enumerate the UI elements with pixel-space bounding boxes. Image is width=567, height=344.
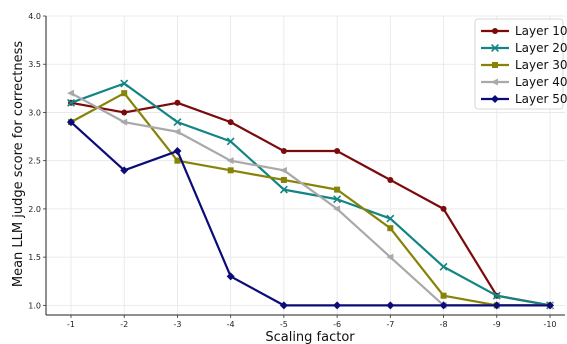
x-tick-label: -10	[543, 320, 556, 329]
legend-label-layer-20: Layer 20	[515, 41, 567, 55]
y-tick-label: 2.5	[28, 157, 41, 166]
data-point-layer-30	[334, 186, 341, 193]
legend-label-layer-30: Layer 30	[515, 58, 567, 72]
data-point-layer-20	[120, 79, 129, 88]
x-tick-label: -9	[493, 320, 501, 329]
y-tick-label: 3.0	[28, 108, 41, 117]
data-point-layer-20	[279, 185, 288, 194]
data-point-layer-50	[386, 301, 395, 310]
data-point-layer-20-stroke-b	[67, 98, 75, 107]
y-tick-label: 1.5	[28, 253, 41, 262]
legend-marker-layer-40	[491, 78, 498, 86]
x-ticks: -1 -2 -3 -4 -5 -6 -7 -8 -9 -10	[67, 315, 557, 329]
data-point-layer-10	[440, 205, 447, 212]
data-point-layer-20-stroke-b	[120, 79, 129, 88]
y-ticks: 1.0 1.5 2.0 2.5 3.0 3.5 4.0	[28, 12, 46, 310]
legend: Layer 10 Layer 20 Layer 30 Layer 40 Layer 50	[474, 18, 567, 110]
axes	[45, 16, 565, 316]
data-point-layer-20-stroke-b	[492, 291, 501, 300]
data-point-layer-20-stroke-b	[386, 214, 395, 223]
x-tick-label: -3	[173, 320, 181, 329]
data-point-layer-40	[226, 157, 234, 165]
data-point-layer-20	[439, 262, 448, 271]
data-point-layer-50	[492, 301, 501, 310]
series-line-layer-10	[70, 101, 551, 307]
legend-frame	[474, 18, 564, 110]
legend-label-layer-40: Layer 40	[515, 75, 567, 89]
y-axis-label: Mean LLM judge score for correctness	[11, 41, 26, 287]
series-line-layer-20	[70, 82, 551, 307]
legend-marker-layer-20-stroke-b	[491, 44, 499, 52]
y-tick-label: 3.5	[28, 60, 41, 69]
data-point-layer-50	[439, 301, 448, 310]
x-tick-label: -6	[333, 320, 341, 329]
data-point-layer-10	[334, 148, 341, 155]
data-point-layer-50	[173, 147, 182, 156]
x-axis-label: Scaling factor	[265, 330, 355, 344]
x-tick-label: -7	[386, 320, 394, 329]
x-tick-label: -4	[227, 320, 235, 329]
data-point-layer-20	[173, 118, 182, 127]
data-point-layer-10	[387, 176, 394, 183]
x-tick-label: -5	[280, 320, 288, 329]
data-point-layer-50	[120, 166, 129, 175]
data-point-layer-50	[279, 301, 288, 310]
data-point-layer-40	[173, 128, 181, 136]
data-point-layer-10	[280, 148, 287, 155]
x-tick-label: -2	[120, 320, 128, 329]
data-point-layer-50	[226, 272, 235, 281]
data-point-layer-50	[546, 301, 554, 310]
series-group	[67, 79, 554, 310]
data-point-layer-20-stroke-b	[226, 137, 235, 146]
data-point-layer-30	[280, 176, 287, 183]
legend-marker-layer-50	[491, 95, 499, 103]
series-line-layer-50	[70, 121, 550, 307]
legend-marker-layer-30	[492, 62, 498, 68]
x-tick-label: -1	[67, 320, 75, 329]
y-tick-label: 1.0	[28, 301, 41, 310]
data-point-layer-40	[67, 89, 74, 97]
data-point-layer-20	[333, 195, 342, 204]
data-point-layer-50	[333, 301, 342, 310]
data-point-layer-10	[121, 109, 128, 116]
grid	[46, 15, 565, 315]
data-point-layer-30	[440, 292, 447, 299]
series-line-layer-40	[70, 92, 550, 307]
data-point-layer-20	[67, 98, 75, 107]
data-point-layer-20	[492, 291, 501, 300]
legend-label-layer-10: Layer 10	[515, 24, 567, 38]
data-point-layer-40	[386, 253, 394, 261]
data-point-layer-50	[67, 118, 75, 127]
data-point-layer-40	[279, 166, 287, 174]
data-point-layer-20-stroke-b	[439, 262, 448, 271]
data-point-layer-30	[387, 225, 394, 232]
data-point-layer-10	[227, 119, 234, 126]
legend-label-layer-50: Layer 50	[515, 92, 567, 106]
data-point-layer-30	[227, 167, 234, 174]
data-point-layer-40	[333, 205, 341, 213]
legend-marker-layer-10	[492, 28, 498, 34]
y-tick-label: 2.0	[28, 205, 41, 214]
data-point-layer-20-stroke-b	[279, 185, 288, 194]
y-tick-label: 4.0	[28, 12, 41, 21]
data-point-layer-20-stroke-b	[333, 195, 342, 204]
data-point-layer-20	[386, 214, 395, 223]
data-point-layer-20-stroke-b	[173, 118, 182, 127]
data-point-layer-40	[120, 118, 128, 126]
data-point-layer-30	[174, 157, 181, 164]
data-point-layer-20	[226, 137, 235, 146]
data-point-layer-10	[174, 99, 181, 106]
x-tick-label: -8	[440, 320, 448, 329]
legend-marker-layer-20	[491, 44, 499, 52]
data-point-layer-30	[121, 90, 128, 97]
